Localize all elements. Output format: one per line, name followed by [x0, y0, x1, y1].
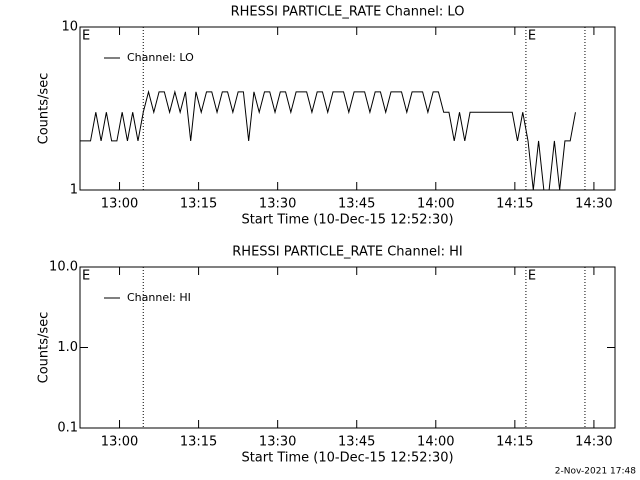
x-tick-label: 14:00 [417, 197, 454, 212]
x-tick-label: 14:30 [575, 435, 612, 450]
chart-title: RHESSI PARTICLE_RATE Channel: HI [232, 245, 462, 260]
legend-label: Channel: HI [127, 291, 191, 304]
x-tick-label: 14:15 [496, 435, 533, 450]
x-tick-label: 14:30 [575, 197, 612, 212]
data-line [80, 89, 576, 191]
y-axis-label: Counts/sec [37, 73, 52, 145]
chart-title: RHESSI PARTICLE_RATE Channel: LO [231, 5, 465, 20]
footer: 2-Nov-2021 17:48 [555, 467, 637, 477]
y-axis-label: Counts/sec [37, 312, 52, 384]
x-tick-label: 13:30 [259, 197, 296, 212]
plot-frame [79, 26, 616, 191]
y-tick-label: 10.0 [49, 260, 78, 275]
x-tick-label: 14:15 [496, 197, 533, 212]
x-tick-label: 14:00 [417, 435, 454, 450]
x-tick-label: 13:30 [259, 435, 296, 450]
x-tick-label: 13:00 [101, 435, 138, 450]
y-tick-label: 0.1 [57, 421, 78, 436]
x-axis-label: Start Time (10-Dec-15 12:52:30) [241, 451, 453, 466]
event-label: E [82, 29, 90, 44]
y-tick-label: 10 [61, 20, 78, 35]
y-tick-label: 1.0 [57, 340, 78, 355]
legend-label: Channel: LO [127, 51, 194, 64]
event-label: E [82, 269, 90, 284]
x-tick-label: 13:45 [338, 197, 375, 212]
x-tick-label: 13:15 [180, 435, 217, 450]
x-tick-label: 13:00 [101, 197, 138, 212]
x-tick-label: 13:45 [338, 435, 375, 450]
x-tick-label: 13:15 [180, 197, 217, 212]
event-label: E [528, 269, 536, 284]
event-label: E [528, 29, 536, 44]
y-tick-label: 1 [70, 183, 78, 198]
x-axis-label: Start Time (10-Dec-15 12:52:30) [241, 213, 453, 228]
